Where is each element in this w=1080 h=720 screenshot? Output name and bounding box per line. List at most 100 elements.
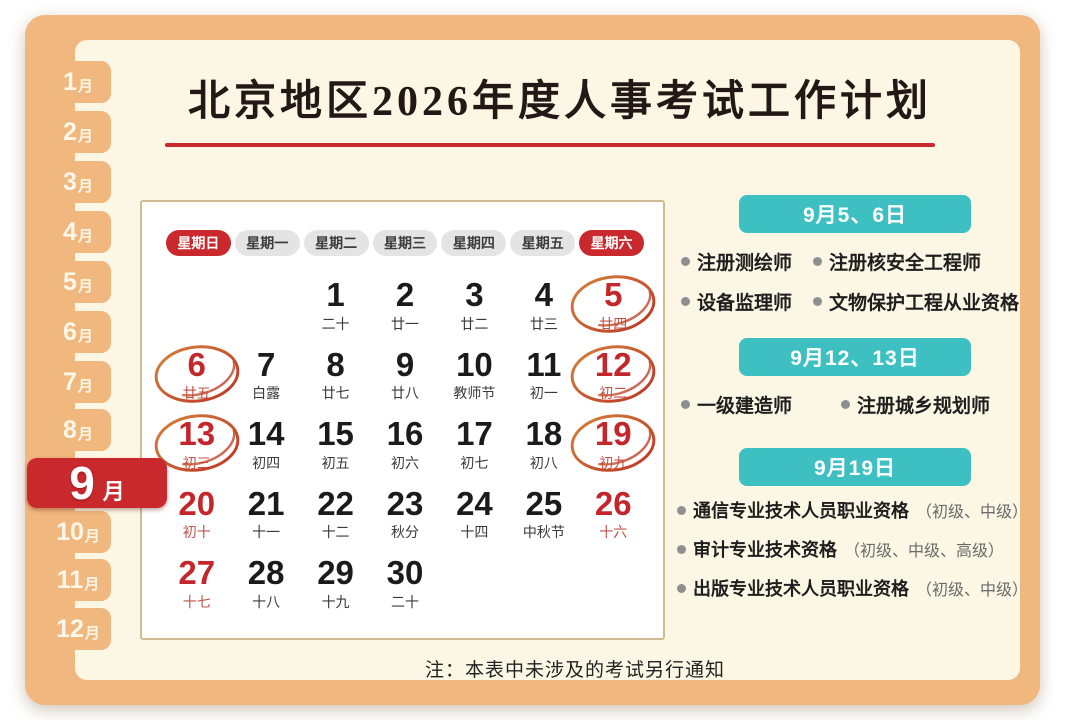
day-lunar-label: 十八: [252, 594, 281, 611]
day-lunar-label: 廿四: [599, 315, 628, 332]
month-tab-suffix: 月: [84, 575, 100, 593]
day-cell-14: 14 初四: [231, 413, 300, 483]
day-number: 9: [395, 345, 415, 383]
day-cell-15: 15 初五: [301, 413, 370, 483]
exam-item: 审计专业技术资格 （初级、中级、高级）: [677, 536, 1035, 562]
day-lunar-label: 初十: [182, 524, 211, 541]
month-tab-11[interactable]: 11 月: [45, 559, 111, 601]
exam-section-0: 9月5、6日注册测绘师 注册核安全工程师 设备监理师 文物保护工程从业资格: [675, 195, 1035, 315]
day-cell-1: 1 二十: [301, 274, 370, 344]
day-lunar-label: 初五: [321, 454, 350, 471]
day-number: 6: [187, 345, 206, 383]
day-cell-21: 21 十一: [231, 483, 300, 553]
month-tab-suffix: 月: [102, 479, 125, 504]
calendar-panel: 星期日 星期一 星期二 星期三 星期四 星期五 星期六 1 二十 2 廿一 3 廿二 4 廿三 5 廿四 6 廿五…: [140, 200, 665, 640]
month-tab-12[interactable]: 12 月: [45, 608, 111, 650]
day-cell-17: 17 初七: [440, 413, 509, 483]
day-lunar-label: 廿八: [390, 385, 419, 402]
day-cell-16: 16 初六: [370, 413, 439, 483]
exam-item: 注册测绘师: [681, 248, 813, 275]
exam-name: 设备监理师: [697, 293, 793, 314]
day-cell-19: 19 初九: [570, 413, 656, 483]
day-number: 28: [247, 554, 285, 592]
day-number: 21: [247, 484, 285, 522]
day-cell-25: 25 中秋节: [509, 483, 578, 553]
day-number: 24: [456, 484, 493, 522]
day-number: 3: [465, 276, 484, 313]
exam-items: 注册测绘师 注册核安全工程师 设备监理师 文物保护工程从业资格: [681, 248, 1035, 315]
day-number: 1: [326, 276, 345, 313]
day-cell-8: 8 廿七: [301, 344, 370, 414]
exam-date-banner: 9月12、13日: [739, 338, 971, 376]
exam-item: 注册核安全工程师: [813, 248, 1035, 275]
day-number: 2: [395, 276, 415, 313]
day-cell-11: 11 初一: [509, 344, 578, 414]
month-tab-suffix: 月: [84, 527, 100, 545]
day-cell-27: 27 十七: [162, 552, 231, 622]
day-lunar-label: 初三: [182, 454, 211, 471]
month-tab-suffix: 月: [77, 425, 93, 443]
bullet-icon: [813, 297, 822, 306]
exam-name: 注册城乡规划师: [857, 396, 991, 417]
day-number: 30: [386, 554, 424, 592]
day-cell-28: 28 十八: [231, 552, 300, 622]
exam-date-banner: 9月5、6日: [739, 195, 971, 233]
day-cell-4: 4 廿三: [509, 274, 578, 344]
bullet-icon: [677, 583, 686, 593]
month-tab-suffix: 月: [77, 377, 93, 395]
weekday-pill-2: 星期二: [303, 230, 369, 256]
exam-name: 出版专业技术人员职业资格: [693, 579, 909, 599]
month-tab-number: 11: [56, 565, 84, 594]
exam-item: 注册城乡规划师: [841, 391, 1035, 418]
day-lunar-label: 秋分: [390, 524, 419, 541]
day-cell-26: 26 十六: [579, 483, 648, 553]
day-lunar-label: 十六: [599, 524, 628, 541]
month-tab-number: 2: [63, 117, 77, 146]
month-tab-number: 10: [56, 517, 84, 546]
weekday-pill-6: 星期六: [579, 230, 644, 256]
day-cell-9: 9 廿八: [370, 344, 439, 414]
month-tab-suffix: 月: [77, 127, 93, 145]
day-number: 20: [178, 484, 216, 522]
day-lunar-label: 十二: [321, 524, 350, 541]
day-cell-23: 23 秋分: [370, 483, 439, 553]
day-lunar-label: 二十: [321, 315, 350, 332]
exam-item: 文物保护工程从业资格: [813, 288, 1035, 315]
day-number: 7: [256, 345, 276, 383]
calendar-card: 1 月 2 月 3 月 4 月 5 月 6 月 7 月 8 月 9 月 10 月 11 月 12 月 北京地区2026年度人事…: [25, 15, 1040, 705]
weekday-pill-3: 星期三: [372, 230, 438, 256]
day-lunar-label: 初二: [599, 385, 628, 402]
bullet-icon: [677, 505, 686, 515]
day-cell-22: 22 十二: [301, 483, 370, 553]
day-lunar-label: 初九: [599, 454, 628, 471]
day-number: 19: [594, 415, 632, 453]
month-tab-number: 8: [63, 415, 77, 444]
exam-name: 文物保护工程从业资格: [829, 293, 1020, 314]
day-lunar-label: 十七: [182, 594, 211, 611]
day-lunar-label: 白露: [252, 385, 281, 402]
exam-name: 审计专业技术资格: [693, 540, 837, 560]
exam-date-banner: 9月19日: [739, 448, 971, 486]
day-number: 17: [456, 415, 493, 453]
day-number: 13: [178, 415, 216, 453]
exam-item: 设备监理师: [681, 288, 813, 315]
day-number: 29: [317, 554, 354, 592]
day-number: 25: [525, 484, 563, 522]
month-tab-suffix: 月: [77, 177, 93, 195]
weekday-pill-5: 星期五: [510, 230, 576, 256]
day-cell-24: 24 十四: [440, 483, 509, 553]
day-lunar-label: 初四: [252, 454, 281, 471]
month-tab-10[interactable]: 10 月: [45, 511, 111, 553]
exam-item: 出版专业技术人员职业资格 （初级、中级）: [677, 575, 1035, 601]
month-tab-number: 3: [63, 167, 77, 196]
day-lunar-label: 初六: [390, 454, 419, 471]
